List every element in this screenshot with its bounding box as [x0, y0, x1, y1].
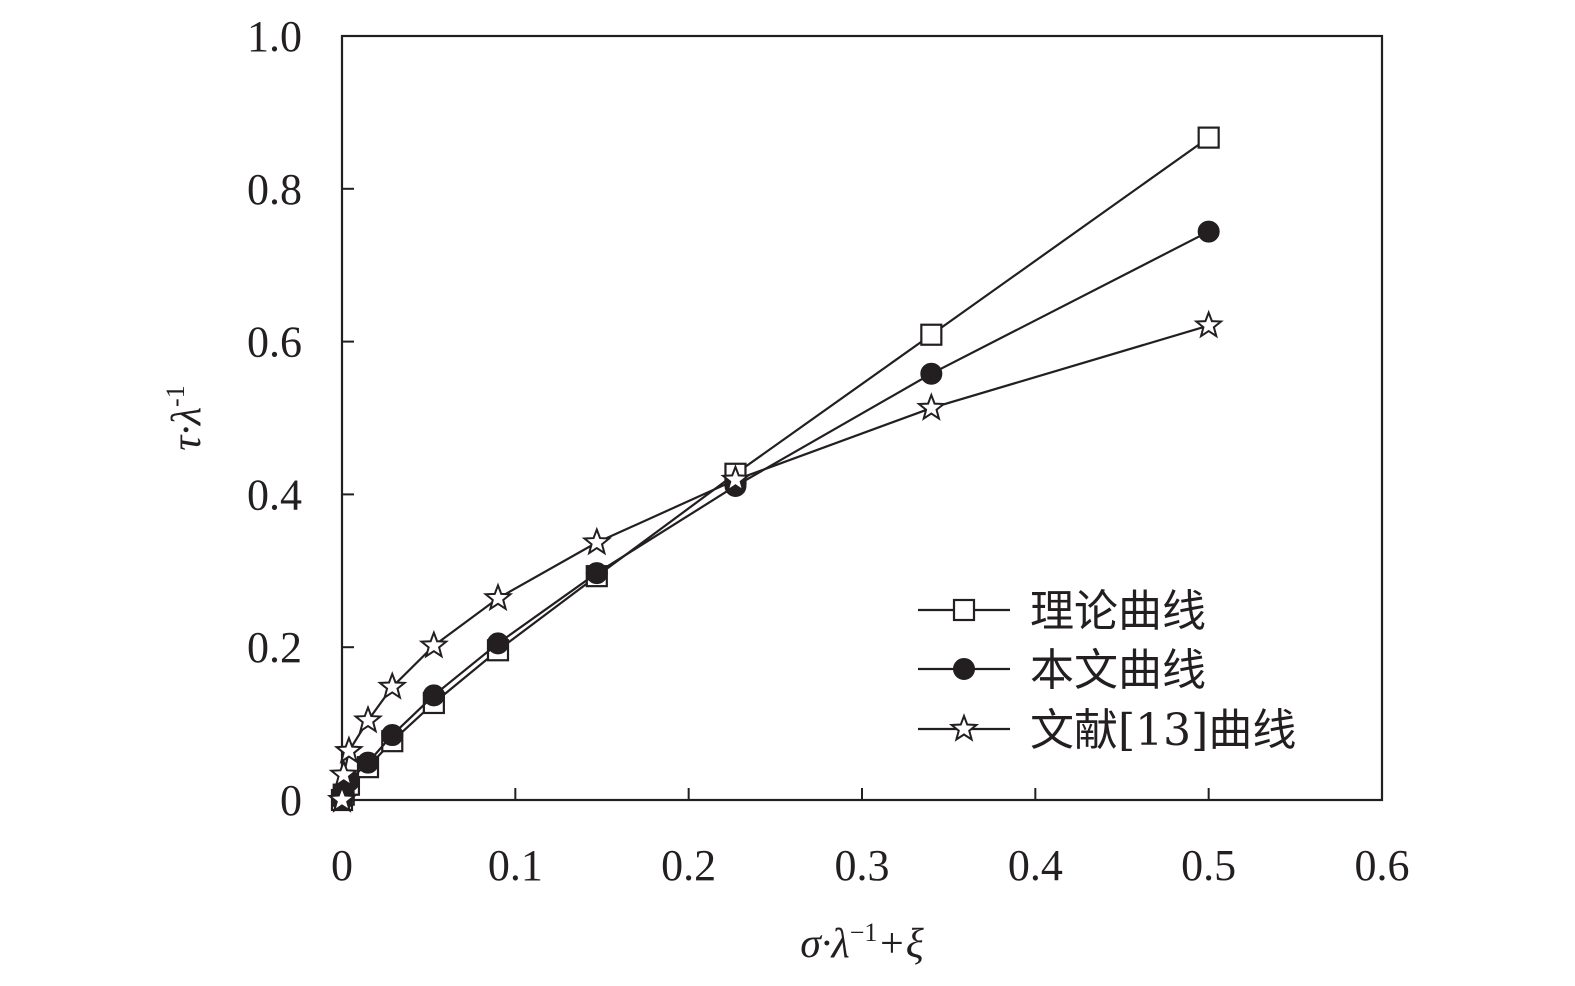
- data-point: [352, 704, 384, 734]
- legend-item: 本文曲线: [918, 645, 1206, 696]
- x-axis-title: σ·λ−1+ξ: [800, 918, 923, 967]
- data-point: [920, 323, 943, 346]
- data-point: [422, 684, 445, 707]
- y-tick-label: 0.8: [247, 165, 302, 214]
- data-point: [381, 724, 404, 747]
- legend-item: 理论曲线: [918, 586, 1206, 637]
- y-axis-title: τ·λ-1: [161, 385, 210, 450]
- x-tick-label: 0: [331, 841, 353, 890]
- data-point: [357, 751, 379, 774]
- data-point: [326, 784, 358, 813]
- series-line: [340, 136, 1210, 801]
- legend-marker: [948, 713, 980, 742]
- data-point: [585, 562, 608, 585]
- y-tick-label: 0.4: [247, 470, 302, 519]
- y-tick-label: 1.0: [247, 12, 302, 61]
- data-point: [1197, 220, 1220, 243]
- x-tick-label: 0.1: [488, 841, 543, 890]
- legend-label: 文献[13]曲线: [1030, 705, 1296, 756]
- x-tick-label: 0.6: [1355, 841, 1410, 890]
- legend-marker: [953, 658, 975, 680]
- x-tick-label: 0.5: [1181, 841, 1236, 890]
- data-point: [333, 735, 364, 764]
- data-point: [487, 632, 509, 655]
- data-point: [1197, 126, 1220, 149]
- legend-item: 文献[13]曲线: [918, 705, 1296, 756]
- y-tick-label: 0: [280, 776, 302, 825]
- legend-marker: [952, 598, 976, 622]
- x-axis: 0 0.1 0.2 0.3 0.4 0.5 0.6: [331, 788, 1410, 890]
- data-point: [916, 392, 947, 421]
- y-tick-label: 0.6: [247, 318, 302, 367]
- x-axis-title-base: σ·λ: [800, 921, 849, 967]
- data-point: [377, 671, 408, 700]
- x-axis-title-tail: +ξ: [877, 921, 923, 967]
- x-tick-label: 0.4: [1008, 841, 1063, 890]
- data-point: [418, 629, 449, 659]
- legend-label: 理论曲线: [1030, 586, 1206, 637]
- x-tick-label: 0.2: [661, 841, 716, 890]
- y-axis-title-sup: -1: [161, 385, 190, 407]
- plot-frame: [340, 34, 1384, 802]
- x-tick-label: 0.3: [835, 841, 890, 890]
- series-layer: [326, 126, 1224, 813]
- legend-label: 本文曲线: [1030, 645, 1206, 696]
- series-3: [326, 309, 1224, 813]
- data-point: [581, 526, 612, 556]
- data-point: [328, 758, 359, 788]
- data-point: [720, 464, 751, 493]
- y-axis-title-base: τ·λ: [164, 407, 210, 451]
- data-point: [1193, 309, 1224, 339]
- x-axis-title-sup: −1: [850, 918, 878, 947]
- y-tick-label: 0.2: [247, 623, 302, 672]
- y-axis: 0 0.2 0.4 0.6 0.8 1.0: [247, 12, 354, 825]
- data-point: [482, 582, 514, 612]
- data-point: [920, 362, 943, 385]
